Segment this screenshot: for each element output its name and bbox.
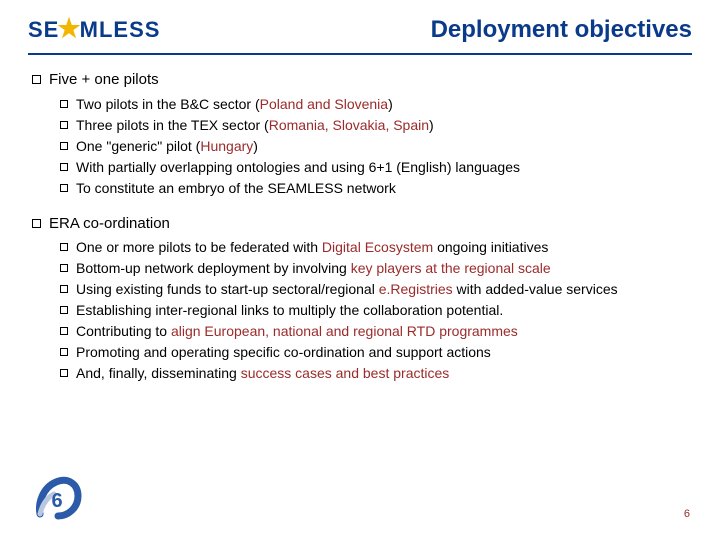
item-highlight: Poland and Slovenia [260, 96, 388, 112]
list-item: One "generic" pilot (Hungary) [60, 136, 688, 157]
item-highlight: Digital Ecosystem [322, 239, 433, 255]
list-item: Two pilots in the B&C sector (Poland and… [60, 94, 688, 115]
list-item: Using existing funds to start-up sectora… [60, 279, 688, 300]
item-pre: Contributing to [76, 323, 171, 339]
page-number: 6 [684, 508, 690, 520]
sub-list-1: One or more pilots to be federated with … [60, 237, 688, 384]
item-text: Three pilots in the TEX sector (Romania,… [76, 115, 688, 136]
item-pre: Using existing funds to start-up sectora… [76, 281, 379, 297]
item-post: ) [429, 117, 434, 133]
logo-text-left: SE [28, 17, 59, 43]
list-item: Three pilots in the TEX sector (Romania,… [60, 115, 688, 136]
bullet-box-icon [60, 243, 68, 251]
item-pre: One "generic" pilot ( [76, 138, 200, 154]
heading-text: Five + one pilots [49, 69, 159, 92]
bullet-box-icon [60, 142, 68, 150]
item-highlight: key players at the regional scale [351, 260, 551, 276]
brand-logo: SE ★ MLESS [28, 14, 160, 45]
item-text: And, finally, disseminating success case… [76, 363, 688, 384]
heading-text: ERA co-ordination [49, 213, 170, 236]
item-text: Using existing funds to start-up sectora… [76, 279, 688, 300]
section-0: Five + one pilots Two pilots in the B&C … [32, 69, 688, 199]
bullet-box-icon [60, 285, 68, 293]
item-text: One or more pilots to be federated with … [76, 237, 688, 258]
item-highlight: align European, national and regional RT… [171, 323, 518, 339]
star-icon: ★ [57, 13, 81, 44]
bullet-box-icon [60, 100, 68, 108]
item-text: Two pilots in the B&C sector (Poland and… [76, 94, 688, 115]
item-text: Bottom-up network deployment by involvin… [76, 258, 688, 279]
list-item: Promoting and operating specific co-ordi… [60, 342, 688, 363]
item-highlight: Hungary [200, 138, 253, 154]
section-heading: ERA co-ordination [32, 213, 688, 236]
bullet-box-icon [60, 121, 68, 129]
fp6-logo-icon: 6 [34, 474, 82, 522]
sub-list-0: Two pilots in the B&C sector (Poland and… [60, 94, 688, 199]
item-post: with added-value services [453, 281, 618, 297]
logo-text-right: MLESS [80, 17, 161, 43]
item-text: Promoting and operating specific co-ordi… [76, 342, 688, 363]
list-item: One or more pilots to be federated with … [60, 237, 688, 258]
page-title: Deployment objectives [431, 16, 692, 44]
bullet-box-icon [60, 306, 68, 314]
item-text: With partially overlapping ontologies an… [76, 157, 688, 178]
item-post: ongoing initiatives [433, 239, 548, 255]
item-pre: One or more pilots to be federated with [76, 239, 322, 255]
list-item: Bottom-up network deployment by involvin… [60, 258, 688, 279]
bullet-box-icon [60, 369, 68, 377]
item-highlight: success cases and best practices [241, 365, 450, 381]
item-text: One "generic" pilot (Hungary) [76, 136, 688, 157]
item-highlight: Romania, Slovakia, Spain [269, 117, 429, 133]
header: SE ★ MLESS Deployment objectives [0, 0, 720, 51]
content-area: Five + one pilots Two pilots in the B&C … [0, 55, 720, 384]
item-highlight: e.Registries [379, 281, 453, 297]
bullet-box-icon [60, 184, 68, 192]
item-pre: To constitute an embryo of the SEAMLESS … [76, 180, 396, 196]
item-pre: Three pilots in the TEX sector ( [76, 117, 269, 133]
section-1: ERA co-ordination One or more pilots to … [32, 213, 688, 385]
list-item: With partially overlapping ontologies an… [60, 157, 688, 178]
section-heading: Five + one pilots [32, 69, 688, 92]
list-item: Contributing to align European, national… [60, 321, 688, 342]
bullet-box-icon [60, 163, 68, 171]
svg-text:6: 6 [51, 490, 62, 512]
list-item: And, finally, disseminating success case… [60, 363, 688, 384]
item-pre: With partially overlapping ontologies an… [76, 159, 520, 175]
list-item: Establishing inter-regional links to mul… [60, 300, 688, 321]
item-pre: Bottom-up network deployment by involvin… [76, 260, 351, 276]
item-text: Contributing to align European, national… [76, 321, 688, 342]
item-pre: Promoting and operating specific co-ordi… [76, 344, 491, 360]
bullet-box-icon [60, 264, 68, 272]
bullet-box-icon [32, 219, 41, 228]
item-pre: Establishing inter-regional links to mul… [76, 302, 503, 318]
list-item: To constitute an embryo of the SEAMLESS … [60, 178, 688, 199]
item-text: Establishing inter-regional links to mul… [76, 300, 688, 321]
item-post: ) [388, 96, 393, 112]
item-pre: And, finally, disseminating [76, 365, 241, 381]
item-text: To constitute an embryo of the SEAMLESS … [76, 178, 688, 199]
item-pre: Two pilots in the B&C sector ( [76, 96, 260, 112]
bullet-box-icon [60, 348, 68, 356]
bullet-box-icon [60, 327, 68, 335]
item-post: ) [253, 138, 258, 154]
bullet-box-icon [32, 75, 41, 84]
